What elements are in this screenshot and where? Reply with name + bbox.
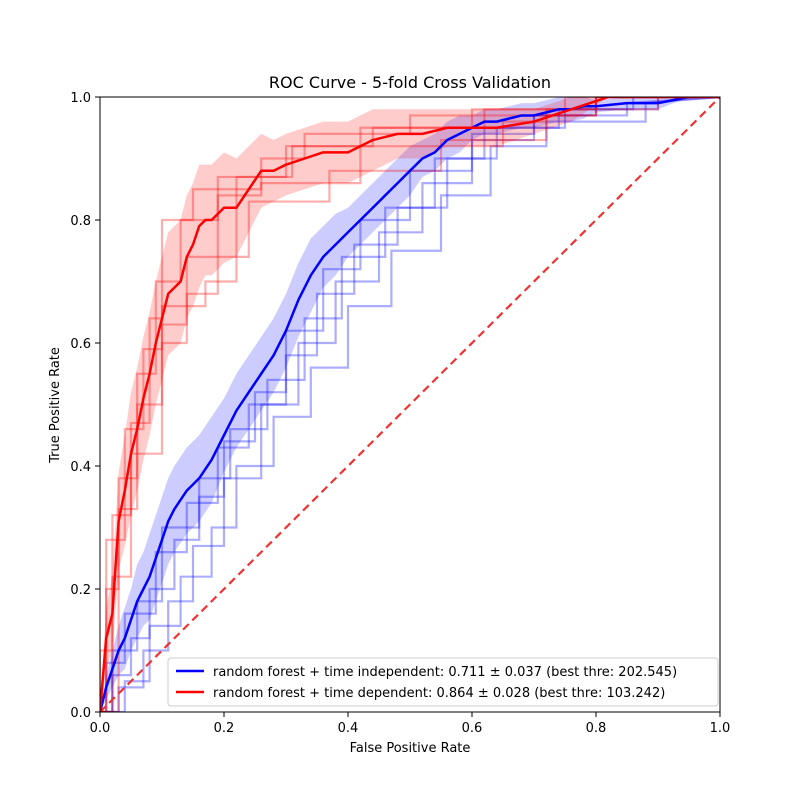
fold-1-curve-time-independent	[100, 97, 720, 712]
axes-frame	[99, 96, 721, 713]
mean-roc-curve-time-independent	[100, 97, 720, 712]
plot-area	[100, 97, 720, 712]
fold-4-curve-time-independent	[100, 97, 720, 712]
fold-3-curve-time-independent	[100, 97, 720, 712]
legend-label-time-independent: random forest + time independent: 0.711 …	[213, 665, 677, 680]
fold-2-curve-time-independent	[100, 97, 720, 712]
axes: 0.0 0.2 0.4 0.6 0.8 1.0 0.0 0.2 0.4 0.6 0.8 1.0	[70, 91, 730, 736]
x-tick-label: 0.6	[462, 721, 483, 736]
y-tick-label: 0.2	[70, 583, 91, 598]
x-tick-label: 0.2	[214, 721, 235, 736]
std-band-time-independent	[100, 97, 720, 712]
x-tick-label: 1.0	[710, 721, 731, 736]
legend-frame	[167, 657, 719, 707]
x-tick-label: 0.8	[586, 721, 607, 736]
plot-content	[100, 97, 720, 712]
y-tick-label: 0.0	[70, 706, 91, 721]
y-tick-label: 1.0	[70, 91, 91, 106]
fold-5-curve-time-dependent	[100, 97, 720, 712]
y-axis-title: True Positive Rate	[48, 347, 63, 464]
legend-label-time-dependent: random forest + time dependent: 0.864 ± …	[213, 686, 665, 701]
chance-line	[100, 97, 720, 712]
mean-roc-curve-time-dependent	[100, 97, 720, 712]
fold-5-curve-time-independent	[100, 97, 720, 712]
y-tick-label: 0.8	[70, 214, 91, 229]
fold-3-curve-time-dependent	[100, 97, 720, 712]
x-tick-label: 0.0	[90, 721, 111, 736]
x-axis-title: False Positive Rate	[350, 741, 471, 756]
y-tick-label: 0.4	[70, 460, 91, 475]
legend: random forest + time independent: 0.711 …	[167, 657, 719, 707]
chart-title: ROC Curve - 5-fold Cross Validation	[269, 73, 551, 92]
y-tick-label: 0.6	[70, 337, 91, 352]
x-tick-label: 0.4	[338, 721, 359, 736]
